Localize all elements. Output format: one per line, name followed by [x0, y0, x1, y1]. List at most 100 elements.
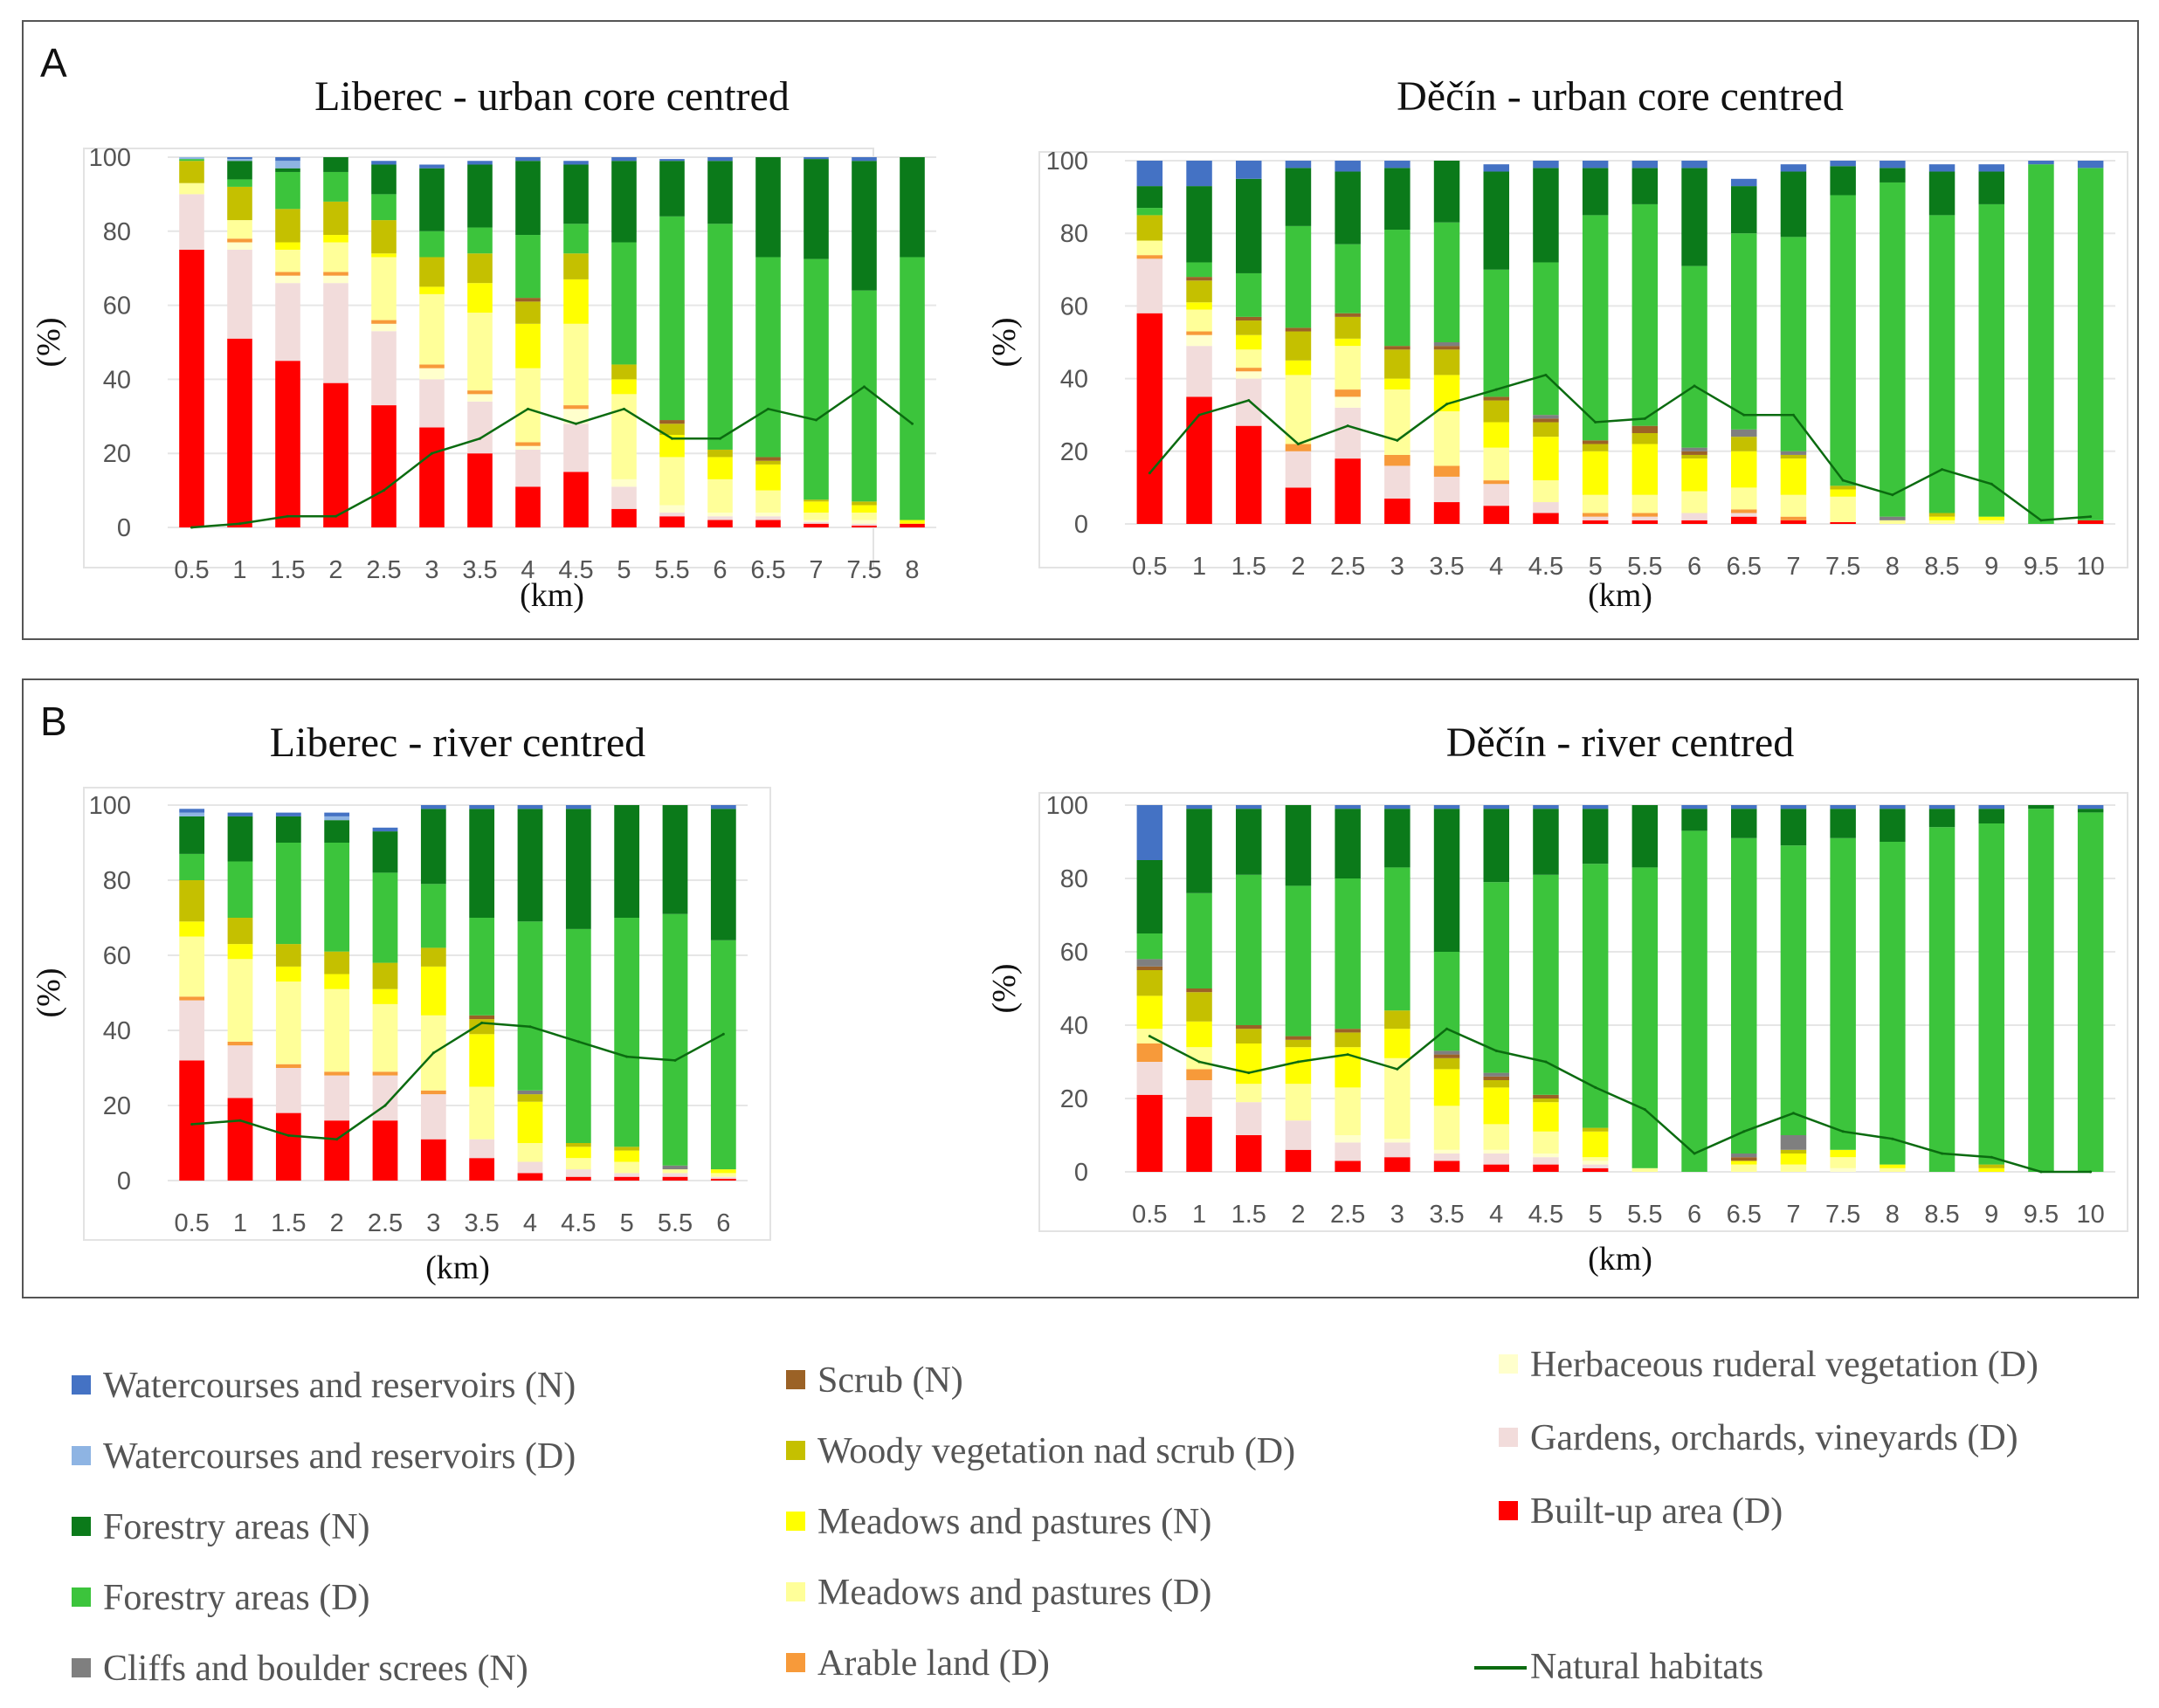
- x-tick-label: 2: [1291, 1201, 1305, 1229]
- bar-segment-gardens-orchards-vineyards-d: [1384, 465, 1411, 499]
- legend-swatch-scrub-n: [786, 1370, 805, 1389]
- bar-segment-built-up-area-d: [900, 523, 925, 527]
- bar-segment-forestry-areas-n: [662, 805, 688, 914]
- bar-segment-herbaceous-ruderal-vegetation-d: [1335, 396, 1361, 408]
- bar-segment-arable-land-d: [1136, 1043, 1163, 1062]
- x-tick-label: 5.5: [1627, 1201, 1662, 1229]
- bar-segment-watercourses-and-reservoirs-n: [1483, 805, 1509, 809]
- bar-segment-watercourses-and-reservoirs-n: [1830, 161, 1856, 167]
- y-tick-label: 40: [103, 1017, 131, 1045]
- x-tick-label: 2.5: [1330, 553, 1365, 581]
- natural-habitats-point: [335, 514, 337, 518]
- bar-segment-arable-land-d: [275, 272, 300, 276]
- bar-segment-built-up-area-d: [852, 525, 877, 527]
- natural-habitats-point: [238, 1119, 242, 1122]
- bar-segment-meadows-and-pastures-d: [275, 250, 300, 272]
- bar-segment-forestry-areas-d: [1285, 225, 1312, 328]
- bar-segment-watercourses-and-reservoirs-n: [1582, 161, 1609, 169]
- bar-segment-gardens-orchards-vineyards-d: [1681, 513, 1707, 520]
- bar-segment-herbaceous-ruderal-vegetation-d: [275, 275, 300, 284]
- natural-habitats-point: [1891, 1137, 1894, 1140]
- bar-segment-arable-land-d: [324, 1071, 350, 1076]
- bar-segment-meadows-and-pastures-n: [1780, 1154, 1807, 1165]
- x-tick-label: 3: [1390, 553, 1404, 581]
- bar-segment-herbaceous-ruderal-vegetation-d: [1186, 334, 1212, 347]
- bar-segment-woody-vegetation-nad-scrub-d: [1533, 422, 1559, 437]
- bar-segment-meadows-and-pastures-d: [469, 1086, 495, 1140]
- legend-label: Arable land (D): [817, 1643, 1050, 1684]
- natural-habitats-point: [383, 489, 385, 492]
- bar-segment-watercourses-and-reservoirs-n: [2077, 161, 2104, 169]
- bar-segment-built-up-area-d: [371, 405, 397, 527]
- y-tick-label: 0: [117, 514, 131, 542]
- bar-segment-meadows-and-pastures-d: [611, 394, 637, 479]
- bar-segment-forestry-areas-n: [469, 809, 495, 918]
- bar-segment-cliffs-and-boulder-screes-n: [1780, 1135, 1807, 1150]
- natural-habitats-point: [1544, 1060, 1548, 1064]
- bar-segment-forestry-areas-d: [662, 913, 688, 1166]
- bar-segment-meadows-and-pastures-n: [371, 253, 397, 258]
- bar-segment-meadows-and-pastures-n: [1582, 1131, 1609, 1158]
- x-tick-label: 8: [905, 556, 919, 584]
- bar-segment-forestry-areas-n: [227, 816, 253, 862]
- bar-segment-built-up-area-d: [420, 1139, 446, 1181]
- natural-habitats-point: [431, 451, 433, 455]
- y-tick-label: 20: [1060, 1085, 1088, 1113]
- bar-segment-gardens-orchards-vineyards-d: [467, 401, 493, 454]
- bar-segment-meadows-and-pastures-n: [1186, 302, 1212, 310]
- bar-segment-forestry-areas-n: [1533, 809, 1559, 875]
- bar-segment-watercourses-and-reservoirs-n: [1533, 805, 1559, 809]
- bar-segment-forestry-areas-n: [1533, 168, 1559, 263]
- bar-segment-watercourses-and-reservoirs-n: [659, 159, 685, 162]
- bar-segment-built-up-area-d: [1236, 1135, 1262, 1172]
- bar-segment-meadows-and-pastures-d: [227, 959, 253, 1042]
- natural-habitats-point: [1494, 388, 1498, 391]
- x-tick-label: 4.5: [561, 1209, 596, 1237]
- bar-segment-built-up-area-d: [1236, 425, 1262, 524]
- y-tick-label: 40: [1060, 366, 1088, 394]
- bar-segment-forestry-areas-d: [1335, 878, 1361, 1030]
- bar-segment-meadows-and-pastures-d: [1780, 494, 1807, 517]
- x-tick-label: 5: [617, 556, 631, 584]
- x-tick-label: 7: [1786, 553, 1800, 581]
- bar-segment-cliffs-and-boulder-screes-n: [1483, 1072, 1509, 1077]
- bar-segment-woody-vegetation-nad-scrub-d: [1136, 215, 1163, 241]
- bar-segment-cliffs-and-boulder-screes-n: [517, 1090, 543, 1095]
- bar-segment-watercourses-and-reservoirs-d: [179, 157, 204, 160]
- natural-habitats-point: [1841, 1130, 1845, 1133]
- bar-segment-gardens-orchards-vineyards-d: [1186, 1080, 1212, 1117]
- bar-segment-built-up-area-d: [372, 1120, 398, 1181]
- x-tick-label: 0.5: [174, 556, 209, 584]
- bar-segment-watercourses-and-reservoirs-n: [227, 157, 252, 160]
- bar-segment-forestry-areas-d: [1136, 933, 1163, 960]
- natural-habitats-point: [527, 407, 529, 410]
- x-tick-label: 2.5: [1330, 1201, 1365, 1229]
- bar-segment-built-up-area-d: [1533, 513, 1559, 524]
- natural-habitats-point: [286, 1133, 290, 1137]
- bar-segment-forestry-areas-n: [1483, 171, 1509, 270]
- bar-segment-woody-vegetation-nad-scrub-d: [1285, 1039, 1312, 1048]
- x-tick-label: 6.5: [750, 556, 785, 584]
- bar-segment-forestry-areas-n: [900, 157, 925, 258]
- natural-habitats-point: [2089, 1170, 2093, 1174]
- bar-segment-meadows-and-pastures-d: [515, 368, 541, 443]
- natural-habitats-point: [1445, 403, 1449, 406]
- natural-habitats-point: [671, 437, 673, 440]
- natural-habitats-point: [815, 418, 817, 422]
- bar-segment-arable-land-d: [1186, 331, 1212, 335]
- bar-segment-woody-vegetation-nad-scrub-d: [659, 424, 685, 435]
- x-tick-label: 3: [424, 556, 438, 584]
- bar-segment-forestry-areas-d: [707, 224, 733, 450]
- bar-segment-watercourses-and-reservoirs-d: [275, 161, 300, 169]
- bar-segment-arable-land-d: [467, 390, 493, 395]
- bar-segment-watercourses-and-reservoirs-n: [419, 164, 445, 169]
- x-tick-label: 1.5: [271, 1209, 306, 1237]
- bar-segment-arable-land-d: [515, 442, 541, 446]
- bar-segment-meadows-and-pastures-d: [710, 1173, 736, 1177]
- bar-segment-meadows-and-pastures-n: [227, 944, 253, 960]
- x-tick-label: 2.5: [368, 1209, 403, 1237]
- natural-habitats-point: [1148, 1035, 1151, 1038]
- bar-segment-meadows-and-pastures-d: [1731, 1164, 1757, 1172]
- bar-segment-meadows-and-pastures-n: [1978, 516, 2004, 520]
- bar-segment-gardens-orchards-vineyards-d: [1285, 451, 1312, 488]
